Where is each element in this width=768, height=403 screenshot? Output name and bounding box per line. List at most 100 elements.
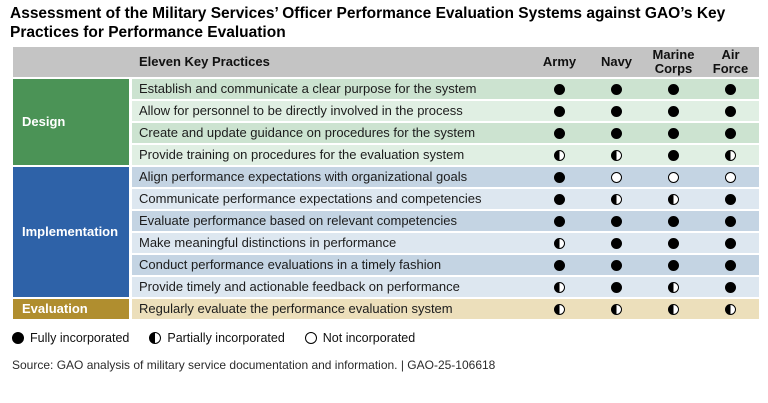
practice-row: Implementation Align performance expecta…: [13, 166, 759, 299]
not-incorporated-icon: [304, 331, 317, 344]
rating-cell: [588, 298, 645, 321]
rating-dot: [668, 84, 679, 96]
rating-dot: [725, 282, 736, 294]
rating-dot: [554, 128, 565, 140]
practice-label: Regularly evaluate the performance evalu…: [132, 298, 531, 321]
rating-dot: [668, 150, 679, 162]
practice-label: Allow for personnel to be directly invol…: [132, 100, 531, 123]
source-note: Source: GAO analysis of military service…: [12, 357, 496, 372]
practice-row: Provide training on procedures for the e…: [13, 144, 759, 167]
category-cell-evaluation: Evaluation: [13, 298, 132, 321]
rating-cell: [645, 210, 702, 233]
rating-cell: [645, 122, 702, 145]
legend-item-fully: Fully incorporated: [12, 331, 129, 345]
rating-dot: [554, 194, 565, 206]
rating-cell: [531, 100, 588, 123]
rating-cell: [588, 276, 645, 299]
rating-dot: [725, 150, 736, 162]
rating-dot: [554, 282, 565, 294]
column-header-army: Army: [531, 46, 588, 79]
rating-cell: [531, 210, 588, 233]
practice-row: Allow for personnel to be directly invol…: [13, 100, 759, 123]
rating-cell: [531, 78, 588, 101]
legend-item-partially: Partially incorporated: [149, 330, 285, 345]
rating-dot: [725, 84, 736, 96]
rating-dot: [554, 260, 565, 272]
practice-label: Conduct performance evaluations in a tim…: [132, 254, 531, 277]
practice-row: Evaluate performance based on relevant c…: [13, 210, 759, 233]
practice-row: Communicate performance expectations and…: [13, 188, 759, 211]
rating-dot: [725, 216, 736, 228]
rating-cell: [645, 78, 702, 101]
rating-dot: [554, 106, 565, 118]
rating-cell: [702, 100, 759, 123]
rating-cell: [531, 232, 588, 255]
practice-row: Create and update guidance on procedures…: [13, 122, 759, 145]
rating-cell: [702, 276, 759, 299]
rating-dot: [611, 84, 622, 96]
rating-cell: [531, 144, 588, 167]
practice-label: Make meaningful distinctions in performa…: [132, 232, 531, 255]
rating-cell: [702, 298, 759, 321]
rating-dot: [668, 216, 679, 228]
rating-cell: [531, 166, 588, 189]
practice-row: Make meaningful distinctions in performa…: [13, 232, 759, 255]
rating-dot: [725, 128, 736, 140]
rating-dot: [668, 304, 679, 316]
category-label-implementation: Implementation: [22, 224, 119, 240]
legend-label: Fully incorporated: [30, 330, 130, 345]
rating-cell: [531, 276, 588, 299]
rating-dot: [668, 194, 679, 206]
rating-dot: [611, 106, 622, 118]
rating-dot: [668, 282, 679, 294]
legend-label: Partially incorporated: [167, 330, 285, 345]
practice-row: Conduct performance evaluations in a tim…: [13, 254, 759, 277]
rating-dot: [668, 128, 679, 140]
rating-dot: [668, 172, 679, 184]
category-label-design: Design: [22, 114, 66, 130]
rating-cell: [588, 166, 645, 189]
rating-dot: [725, 304, 736, 316]
practice-label: Align performance expectations with orga…: [132, 166, 531, 189]
rating-dot: [554, 172, 565, 184]
practice-row: Evaluation Regularly evaluate the perfor…: [13, 298, 759, 321]
practice-label: Provide timely and actionable feedback o…: [132, 276, 531, 299]
rating-dot: [725, 106, 736, 118]
rating-dot: [554, 150, 565, 162]
legend-label: Not incorporated: [322, 330, 416, 345]
rating-cell: [531, 122, 588, 145]
practice-label: Communicate performance expectations and…: [132, 188, 531, 211]
rating-cell: [645, 100, 702, 123]
rating-cell: [702, 188, 759, 211]
rating-cell: [588, 122, 645, 145]
figure-title: Assessment of the Military Services’ Off…: [10, 5, 726, 41]
header-blank-cell: [13, 46, 132, 79]
rating-cell: [702, 144, 759, 167]
rating-dot: [611, 216, 622, 228]
column-header-navy: Navy: [588, 46, 645, 79]
partially-incorporated-icon: [149, 331, 162, 344]
rating-dot: [611, 150, 622, 162]
rating-cell: [645, 232, 702, 255]
header-practices: Eleven Key Practices: [132, 46, 531, 79]
rating-cell: [645, 166, 702, 189]
table-header-row: Eleven Key Practices Army Navy Marine Co…: [13, 46, 759, 79]
rating-cell: [588, 188, 645, 211]
column-header-air-force: Air Force: [702, 46, 759, 79]
rating-cell: [531, 254, 588, 277]
rating-dot: [668, 238, 679, 250]
rating-dot: [611, 194, 622, 206]
practice-row: Provide timely and actionable feedback o…: [13, 276, 759, 299]
rating-dot: [554, 84, 565, 96]
rating-cell: [702, 254, 759, 277]
rating-cell: [645, 144, 702, 167]
rating-dot: [725, 260, 736, 272]
rating-dot: [725, 172, 736, 184]
practice-label: Provide training on procedures for the e…: [132, 144, 531, 167]
rating-cell: [531, 298, 588, 321]
rating-cell: [645, 276, 702, 299]
practice-row: Design Establish and communicate a clear…: [13, 78, 759, 167]
rating-dot: [611, 172, 622, 184]
practice-label: Establish and communicate a clear purpos…: [132, 78, 531, 101]
rating-cell: [588, 232, 645, 255]
